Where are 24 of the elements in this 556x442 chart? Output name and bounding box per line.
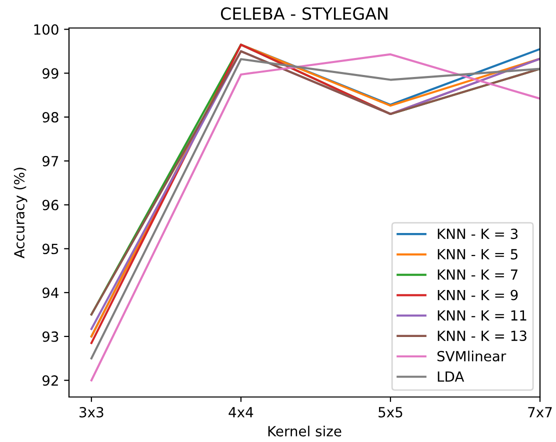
x-tick-label: 4x4 <box>228 407 254 418</box>
chart-title: CELEBA - STYLEGAN <box>220 7 388 20</box>
legend-label: SVMlinear <box>437 350 506 362</box>
legend-label: KNN - K = 5 <box>438 249 518 260</box>
y-tick-label: 99 <box>42 68 58 79</box>
legend-label: LDA <box>438 371 464 382</box>
y-tick-label: 96 <box>42 200 58 210</box>
x-tick-label: 3x3 <box>80 406 104 418</box>
legend-label: KNN - K = 7 <box>438 270 518 280</box>
y-tick-label: 97 <box>42 156 58 166</box>
y-tick-label: 93 <box>42 331 58 342</box>
legend-label: KNN - K = 3 <box>438 228 518 240</box>
legend-label: KNN - K = 9 <box>438 290 518 300</box>
y-axis-title: Accuracy (%) <box>14 168 28 258</box>
y-tick-label: 95 <box>42 244 58 254</box>
y-tick-label: 94 <box>42 288 58 298</box>
x-tick-label: 7x7 <box>528 407 552 418</box>
x-axis-title: Kernel size <box>268 426 342 436</box>
y-tick-label: 100 <box>34 24 58 35</box>
y-tick-label: 92 <box>42 375 58 386</box>
x-tick-label: 5x5 <box>378 407 402 418</box>
legend-label: KNN - K = 13 <box>438 330 526 342</box>
y-tick-label: 98 <box>42 112 58 123</box>
legend-label: KNN - K = 11 <box>438 310 526 320</box>
